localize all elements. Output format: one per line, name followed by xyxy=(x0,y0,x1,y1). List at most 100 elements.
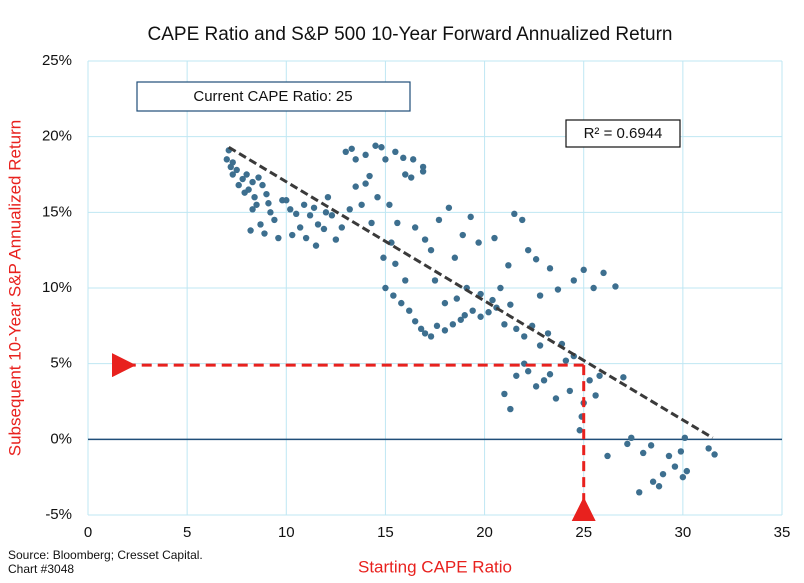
point xyxy=(600,269,607,277)
point xyxy=(267,209,274,216)
point xyxy=(233,166,240,174)
point xyxy=(261,230,268,237)
point xyxy=(394,219,401,227)
point xyxy=(445,204,453,211)
point xyxy=(671,463,679,470)
point xyxy=(501,321,508,328)
point xyxy=(421,236,429,243)
point xyxy=(524,246,532,254)
point xyxy=(435,216,443,224)
point xyxy=(419,168,427,175)
x-tick-label: 25 xyxy=(575,524,592,541)
point xyxy=(419,163,427,171)
point xyxy=(497,284,504,292)
point xyxy=(647,442,655,449)
point xyxy=(532,256,540,263)
point xyxy=(590,284,597,292)
point xyxy=(532,383,540,390)
point xyxy=(310,204,318,211)
point xyxy=(449,321,457,328)
point xyxy=(524,368,532,375)
point xyxy=(546,371,554,378)
point xyxy=(417,325,425,333)
trendline xyxy=(228,145,714,440)
point xyxy=(249,206,256,213)
point xyxy=(255,174,262,181)
point xyxy=(409,156,417,163)
point xyxy=(546,265,554,272)
point xyxy=(620,374,627,381)
point xyxy=(459,231,466,239)
point xyxy=(491,234,498,242)
point xyxy=(296,224,304,231)
point xyxy=(402,277,409,284)
point xyxy=(328,212,336,219)
point xyxy=(501,390,508,398)
point xyxy=(289,231,296,239)
point xyxy=(570,277,577,284)
point xyxy=(306,212,314,219)
point xyxy=(382,284,389,292)
x-tick-label: 10 xyxy=(278,524,295,541)
point xyxy=(243,171,250,178)
point xyxy=(372,142,379,149)
annotation: Current CAPE Ratio: 25 xyxy=(193,88,352,105)
point xyxy=(649,478,657,485)
y-tick-label: 25% xyxy=(42,52,72,69)
point xyxy=(352,156,359,163)
annotation-box xyxy=(136,81,411,112)
point xyxy=(580,266,587,274)
point xyxy=(507,405,514,413)
point xyxy=(398,299,405,307)
point xyxy=(566,387,574,395)
point xyxy=(229,171,236,178)
point xyxy=(332,236,340,243)
point xyxy=(283,197,290,204)
point xyxy=(624,440,631,448)
y-tick-label: 10% xyxy=(42,279,72,296)
point xyxy=(540,377,548,384)
point xyxy=(489,296,496,304)
point xyxy=(431,277,439,284)
point xyxy=(362,151,369,159)
point xyxy=(392,148,399,155)
point xyxy=(346,206,353,213)
y-tick-label: 15% xyxy=(42,203,72,220)
x-tick-label: 35 xyxy=(774,524,791,541)
point xyxy=(513,325,520,333)
point xyxy=(441,299,449,307)
point xyxy=(322,209,330,216)
point xyxy=(511,210,518,218)
point xyxy=(596,372,603,379)
point xyxy=(235,181,242,189)
point xyxy=(249,178,256,186)
point xyxy=(467,213,474,221)
point xyxy=(223,156,230,163)
point xyxy=(366,172,373,180)
point xyxy=(392,260,399,267)
point xyxy=(477,313,484,320)
point xyxy=(400,154,407,162)
point xyxy=(536,292,544,299)
point xyxy=(665,452,673,460)
chart-title: CAPE Ratio and S&P 500 10-Year Forward A… xyxy=(148,24,673,45)
r-squared-box xyxy=(565,119,681,148)
point xyxy=(324,194,332,201)
point xyxy=(427,246,435,254)
point xyxy=(441,327,449,334)
point xyxy=(586,377,593,384)
point xyxy=(320,225,328,233)
point xyxy=(263,190,270,198)
y-tick-label: 0% xyxy=(50,430,72,447)
point xyxy=(461,312,468,319)
point xyxy=(433,322,441,330)
point xyxy=(469,307,476,314)
point xyxy=(519,216,526,224)
point xyxy=(253,201,260,208)
point xyxy=(505,262,512,269)
point xyxy=(536,342,544,349)
point xyxy=(293,210,300,218)
point xyxy=(507,301,514,308)
point xyxy=(338,224,346,231)
point xyxy=(451,254,459,261)
